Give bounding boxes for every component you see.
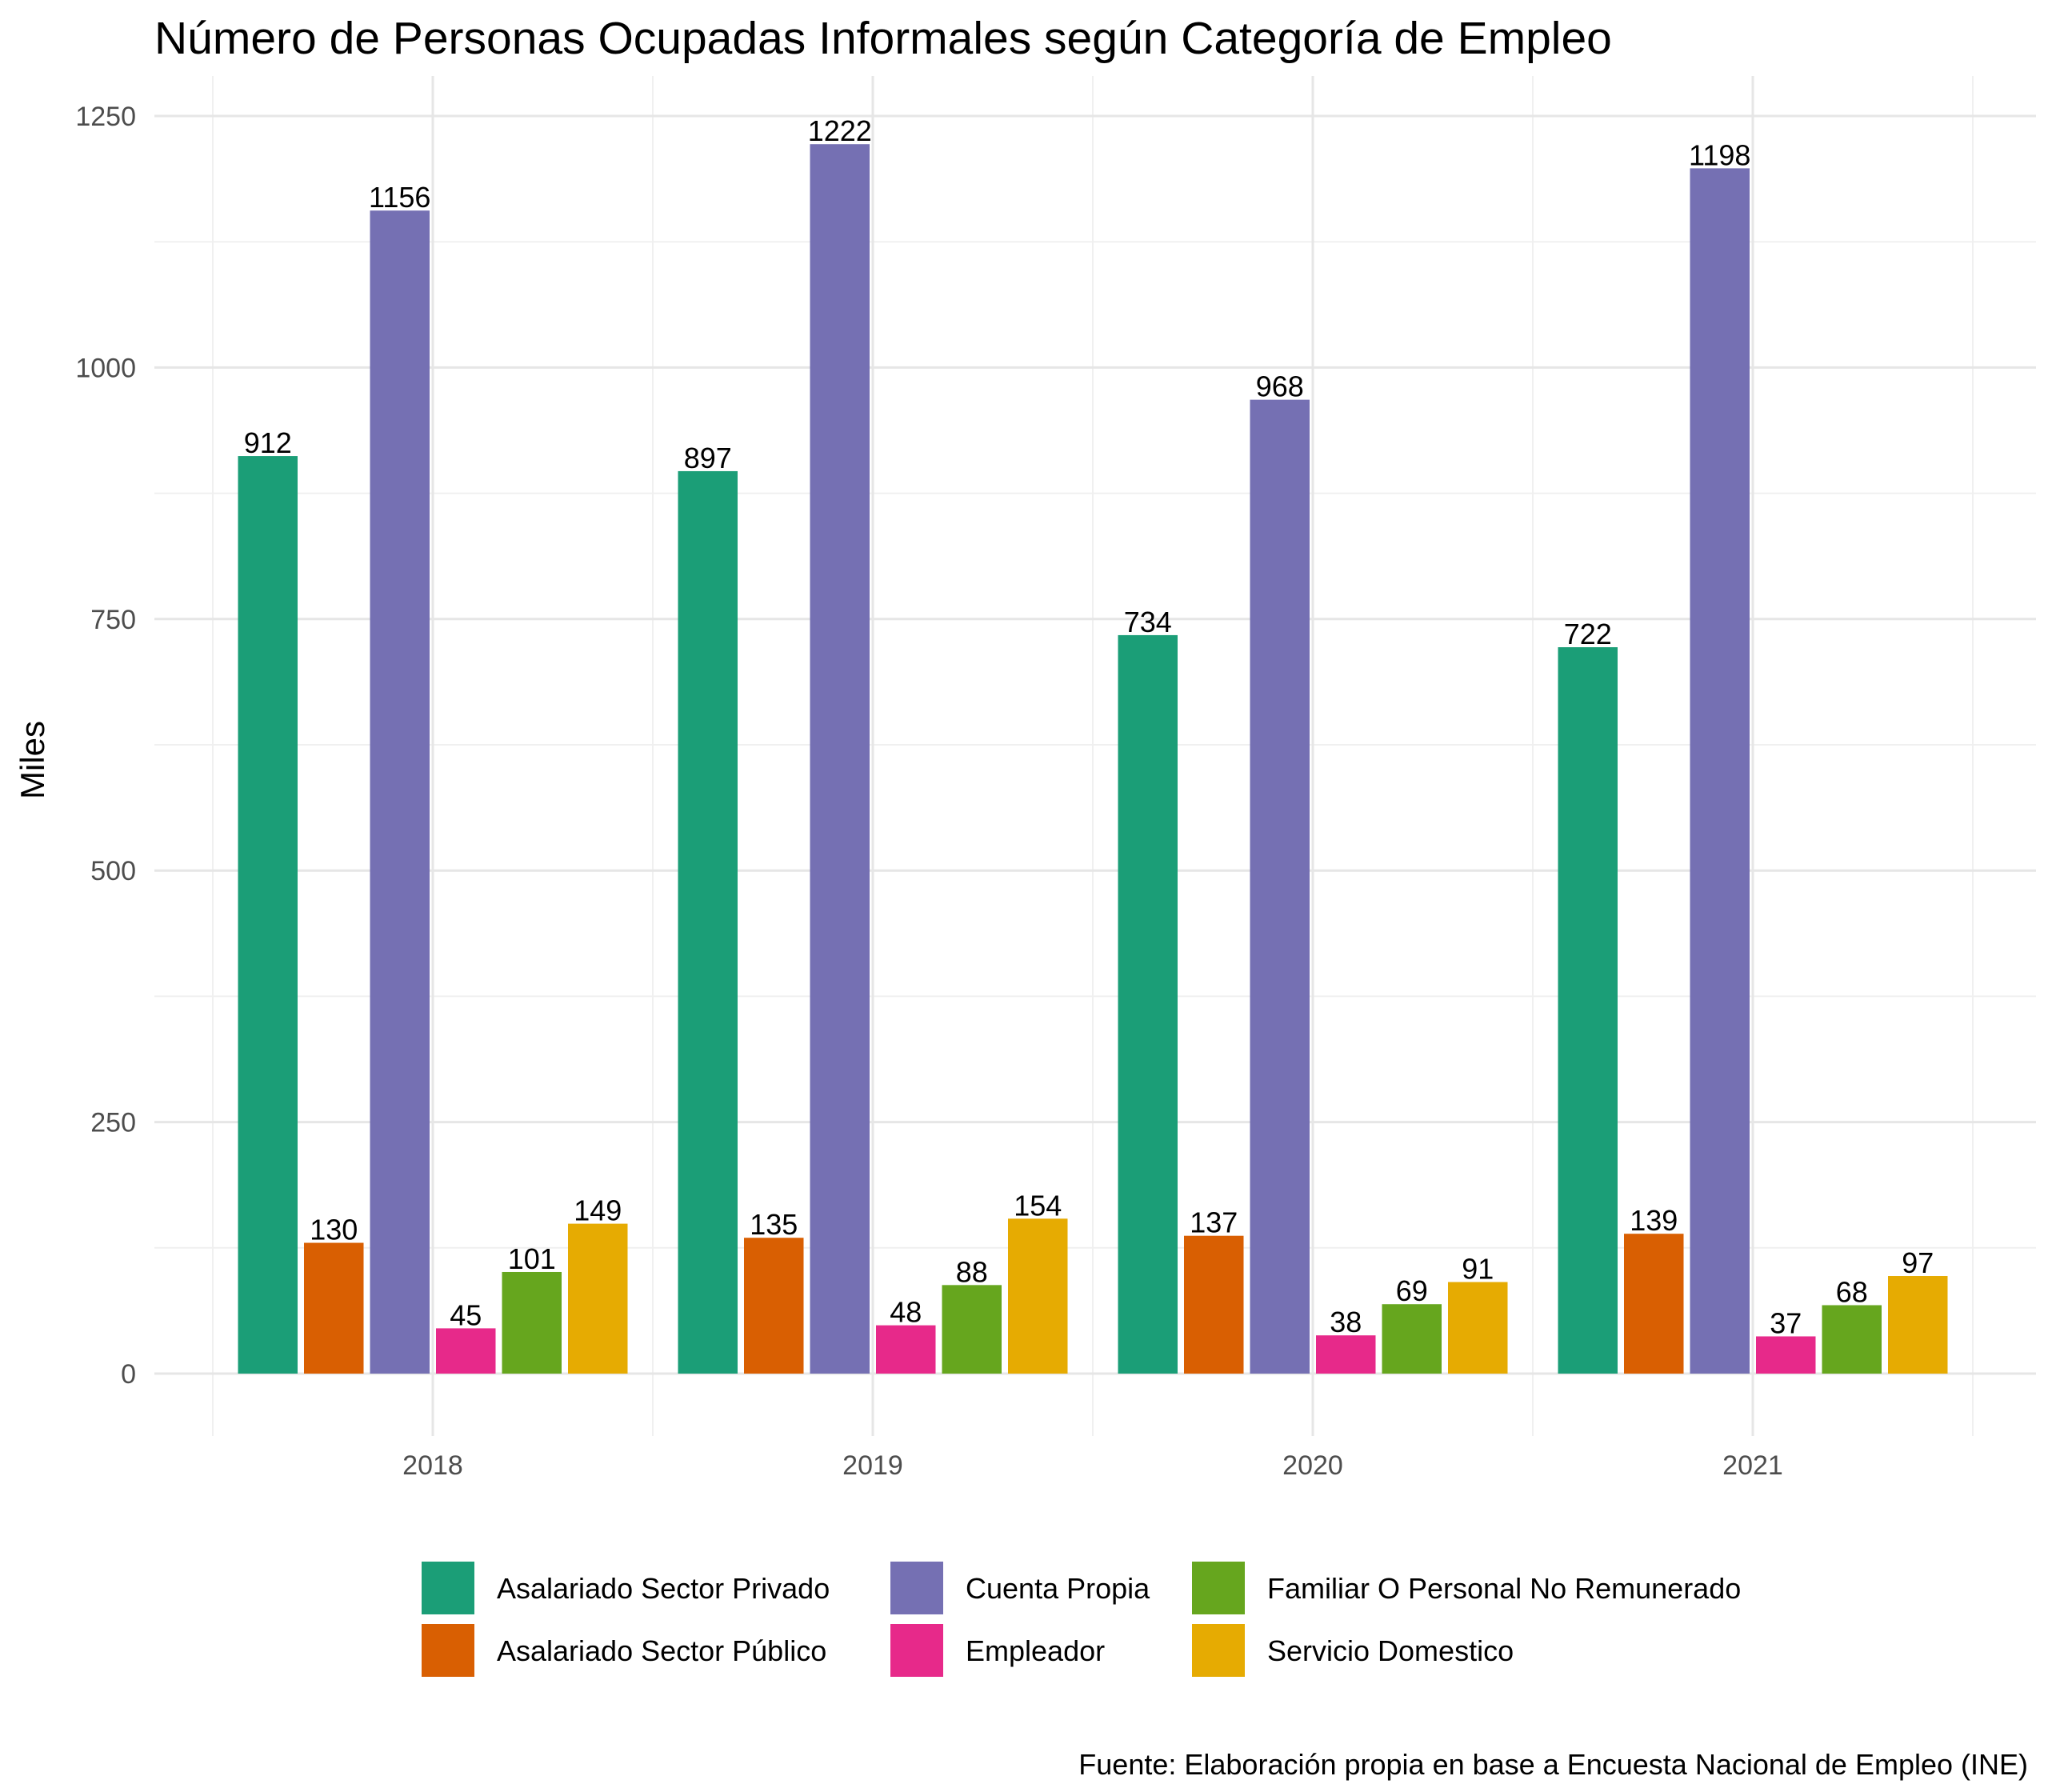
x-tick-label: 2021 [1722, 1450, 1783, 1481]
bar [304, 1242, 364, 1374]
legend: Asalariado Sector Privado Asalariado Sect… [422, 1562, 1741, 1677]
bar [1690, 168, 1750, 1374]
data-label: 968 [1256, 370, 1304, 403]
bar [502, 1271, 562, 1374]
data-label: 37 [1770, 1306, 1802, 1339]
legend-swatch [422, 1562, 474, 1614]
legend-swatch [422, 1624, 474, 1677]
legend-swatch [1192, 1562, 1245, 1614]
y-tick-label: 750 [90, 605, 136, 635]
y-tick-label: 500 [90, 856, 136, 886]
data-label: 38 [1330, 1306, 1362, 1338]
data-label: 137 [1190, 1206, 1238, 1239]
bar [1184, 1235, 1244, 1374]
bar [1756, 1336, 1816, 1374]
bar [1888, 1276, 1948, 1374]
bar [568, 1223, 628, 1374]
bar [1250, 399, 1310, 1374]
bar [1624, 1234, 1684, 1374]
bar [744, 1238, 804, 1374]
data-label: 69 [1396, 1274, 1428, 1307]
bars [238, 144, 1948, 1374]
legend-label: Servicio Domestico [1267, 1634, 1514, 1667]
bar [810, 144, 870, 1374]
data-label: 1156 [369, 181, 430, 214]
bar [942, 1285, 1002, 1374]
data-label: 912 [244, 426, 292, 459]
x-axis: 2018 2019 2020 2021 [402, 1450, 1783, 1481]
legend-swatch [1192, 1624, 1245, 1677]
data-label: 722 [1564, 618, 1612, 650]
data-label: 897 [684, 442, 732, 474]
data-label: 135 [750, 1208, 798, 1241]
data-label: 91 [1462, 1253, 1494, 1286]
chart-caption: Fuente: Elaboración propia en base a Enc… [1078, 1748, 2028, 1781]
data-label: 1222 [808, 114, 872, 147]
bar [1558, 647, 1618, 1374]
data-label: 68 [1836, 1275, 1868, 1308]
legend-label: Asalariado Sector Privado [497, 1572, 830, 1605]
legend-label: Familiar O Personal No Remunerado [1267, 1572, 1741, 1605]
y-tick-label: 1000 [75, 353, 136, 383]
y-tick-label: 0 [121, 1359, 136, 1390]
grid-lines [154, 76, 2036, 1436]
data-label: 45 [450, 1298, 482, 1331]
y-axis: 0 250 500 750 1000 1250 [75, 102, 136, 1390]
bar [678, 470, 738, 1374]
x-tick-label: 2018 [402, 1450, 463, 1481]
data-label: 130 [310, 1214, 358, 1246]
data-label: 101 [508, 1242, 556, 1275]
bar [1822, 1305, 1882, 1374]
legend-swatch [890, 1624, 943, 1677]
data-label: 88 [956, 1255, 988, 1288]
value-labels: 912 130 1156 45 101 149 897 135 1222 48 88 154 734 13… [244, 114, 1934, 1339]
x-tick-label: 2019 [842, 1450, 903, 1481]
data-label: 1198 [1689, 138, 1750, 171]
y-axis-title: Miles [14, 721, 51, 799]
bar [876, 1325, 936, 1374]
y-tick-label: 1250 [75, 102, 136, 132]
y-tick-label: 250 [90, 1108, 136, 1138]
chart-title: Número de Personas Ocupadas Informales s… [154, 13, 1612, 64]
bar [1008, 1218, 1068, 1374]
data-label: 139 [1630, 1204, 1678, 1237]
bar [370, 210, 430, 1374]
legend-label: Cuenta Propia [966, 1572, 1150, 1605]
data-label: 154 [1014, 1189, 1062, 1222]
data-label: 48 [890, 1296, 922, 1329]
bar [238, 456, 298, 1374]
legend-swatch [890, 1562, 943, 1614]
x-tick-label: 2020 [1282, 1450, 1343, 1481]
data-label: 734 [1124, 606, 1172, 638]
bar [1316, 1335, 1376, 1374]
data-label: 97 [1902, 1246, 1934, 1279]
data-label: 149 [574, 1194, 622, 1227]
bar [1448, 1282, 1508, 1374]
bar [1382, 1304, 1442, 1374]
legend-label: Empleador [966, 1634, 1105, 1667]
bar [1118, 634, 1178, 1374]
bar [436, 1328, 496, 1374]
legend-label: Asalariado Sector Público [497, 1634, 826, 1667]
